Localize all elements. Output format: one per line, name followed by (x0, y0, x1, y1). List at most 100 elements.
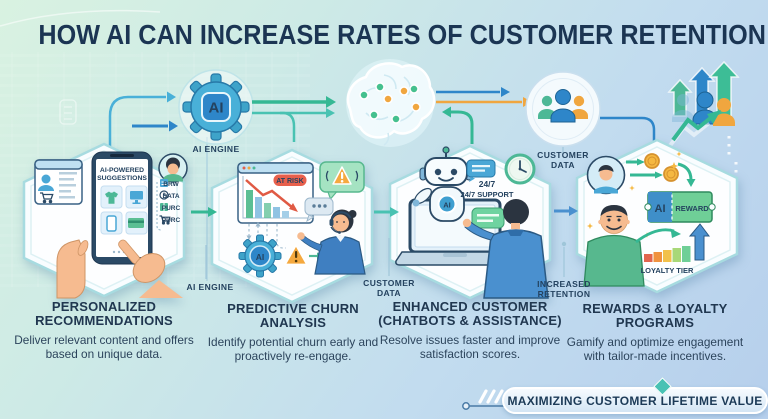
product-tiles (100, 185, 148, 235)
loyalty-tier-label: LOYALTY TIER (641, 266, 694, 275)
footer-banner-text: MAXIMIZING CUSTOMER LIFETIME VALUE (507, 393, 763, 408)
page-title: HOW AI CAN INCREASE RATES OF CUSTOMER RE… (38, 19, 766, 50)
arrowhead (670, 228, 681, 238)
coin-icon (663, 166, 679, 182)
happy-customer-illustration (583, 205, 645, 287)
chatbot-illustration: AI (412, 146, 473, 222)
analytics-window: AT RISK (237, 162, 314, 224)
arrowhead (326, 96, 336, 108)
panel-heading: PREDICTIVE CHURN ANALYSIS (227, 301, 359, 331)
arrowhead (655, 171, 663, 179)
up-arrow-medium (688, 66, 716, 115)
arrowhead (169, 120, 178, 132)
bot-badge (437, 194, 457, 214)
branch-to-panel2 (280, 111, 296, 142)
hexagon-panel-4: AI REWARD LOYAL (575, 138, 739, 294)
panel-body: Gamify and optimize engagement with tail… (566, 334, 744, 363)
label-dot (561, 241, 567, 247)
arrowhead (255, 222, 261, 227)
gear-teeth (182, 73, 250, 141)
arrowhead (637, 158, 645, 166)
browser-window-icon (34, 159, 83, 205)
ai-engine-icon: AI (178, 69, 254, 145)
risk-badge (272, 173, 308, 187)
arrowhead (707, 110, 721, 124)
neural-nodes (359, 82, 421, 124)
panel-heading: ENHANCED CUSTOMER (CHATBOTS & ASSISTANCE… (378, 299, 562, 329)
up-arrow-large (708, 60, 740, 117)
risk-badge-text: AT RISK (276, 178, 303, 185)
downtrend-arrow (245, 179, 294, 209)
hexagon-panel-1: AI-POWERED SUGGESTIONS (22, 142, 188, 299)
warning-triangle-icon (284, 244, 308, 266)
banner-circuit-decoration (462, 389, 504, 410)
support-agent-illustration (297, 209, 366, 275)
arrowhead (246, 235, 252, 240)
panel-body: Identify potential churn early and proac… (207, 334, 379, 363)
panel-body: Resolve issues faster and improve satisf… (379, 332, 561, 361)
chat-dots-bubble-icon (304, 197, 334, 223)
customer-illustration (462, 199, 549, 299)
user-icon (41, 174, 51, 184)
bot-badge-text: AI (443, 201, 451, 210)
declining-bars (246, 190, 289, 218)
arrowhead (501, 87, 510, 97)
trend-zigzag-arrow (671, 114, 715, 142)
customer-data-label-2: DATA (551, 160, 575, 170)
smartphone-illustration: AI-POWERED SUGGESTIONS (91, 151, 153, 265)
panel-caption-3: ENHANCED CUSTOMER (CHATBOTS & ASSISTANCE… (373, 299, 567, 361)
person-orange (713, 98, 735, 126)
antenna (442, 146, 450, 154)
tshirt-icon (105, 191, 118, 204)
cart-icon (40, 192, 54, 204)
panel-caption-1: PERSONALIZED RECOMMENDATIONS Deliver rel… (9, 299, 199, 361)
list-item: PURC (162, 217, 181, 224)
phone-header-1: AI-POWERED (100, 167, 144, 174)
coin-icon (644, 153, 660, 169)
phone-icon (106, 215, 117, 232)
support-text-1: 24/7 (479, 179, 496, 189)
loyalty-tier-bar (635, 223, 710, 262)
reward-ticket: AI REWARD (644, 191, 716, 223)
panel-heading: PERSONALIZED RECOMMENDATIONS (35, 299, 173, 329)
phone-header-2: SUGGESTIONS (97, 175, 147, 182)
curved-arrow (677, 162, 693, 181)
customer-data-list: BRW DATA PURC PURC (156, 179, 181, 231)
footer-banner: MAXIMIZING CUSTOMER LIFETIME VALUE (502, 387, 768, 414)
member-avatar-icon (586, 155, 626, 195)
ticket-ai-text: AI (655, 203, 666, 215)
customer-avatar-icon (158, 153, 188, 183)
arrowhead (686, 179, 696, 187)
panel-caption-4: REWARDS & LOYALTY PROGRAMS Gamify and op… (563, 301, 747, 363)
ticket-reward-text: REWARD (675, 204, 709, 213)
gear-text: AI (256, 252, 265, 262)
people-group-icon (538, 89, 588, 123)
panel-heading: REWARDS & LOYALTY PROGRAMS (582, 301, 728, 331)
circuit-node (462, 402, 470, 410)
clock-icon (504, 153, 536, 185)
panel-caption-2: PREDICTIVE CHURN ANALYSIS Identify poten… (198, 301, 388, 363)
hexagon-panel-2: AT RISK (210, 148, 374, 304)
hexagon-panel-3: AI 24/7 24/7 SUPPORT (388, 144, 552, 300)
slash-decoration (478, 389, 504, 404)
chat-bubble-blue-icon (466, 159, 496, 182)
arrowhead (326, 108, 335, 118)
feedback-arrow (450, 110, 474, 144)
up-arrow-icon (688, 223, 710, 261)
list-item: PURC (162, 205, 181, 212)
ai-brain-icon (346, 59, 436, 147)
support-text-2: 24/7 SUPPORT (461, 190, 514, 199)
panel-body: Deliver relevant content and offers base… (14, 332, 194, 361)
headset-icon (330, 211, 352, 222)
arrowhead (289, 203, 298, 212)
arrowhead (523, 97, 532, 107)
monitor-icon (130, 191, 143, 204)
list-item: BRW (163, 181, 179, 188)
up-arrow-small (667, 78, 693, 117)
cart-icon (159, 215, 171, 225)
person-blue (692, 91, 718, 125)
person-faint (672, 94, 694, 122)
hands-illustration (56, 239, 183, 299)
card-icon (128, 218, 144, 228)
